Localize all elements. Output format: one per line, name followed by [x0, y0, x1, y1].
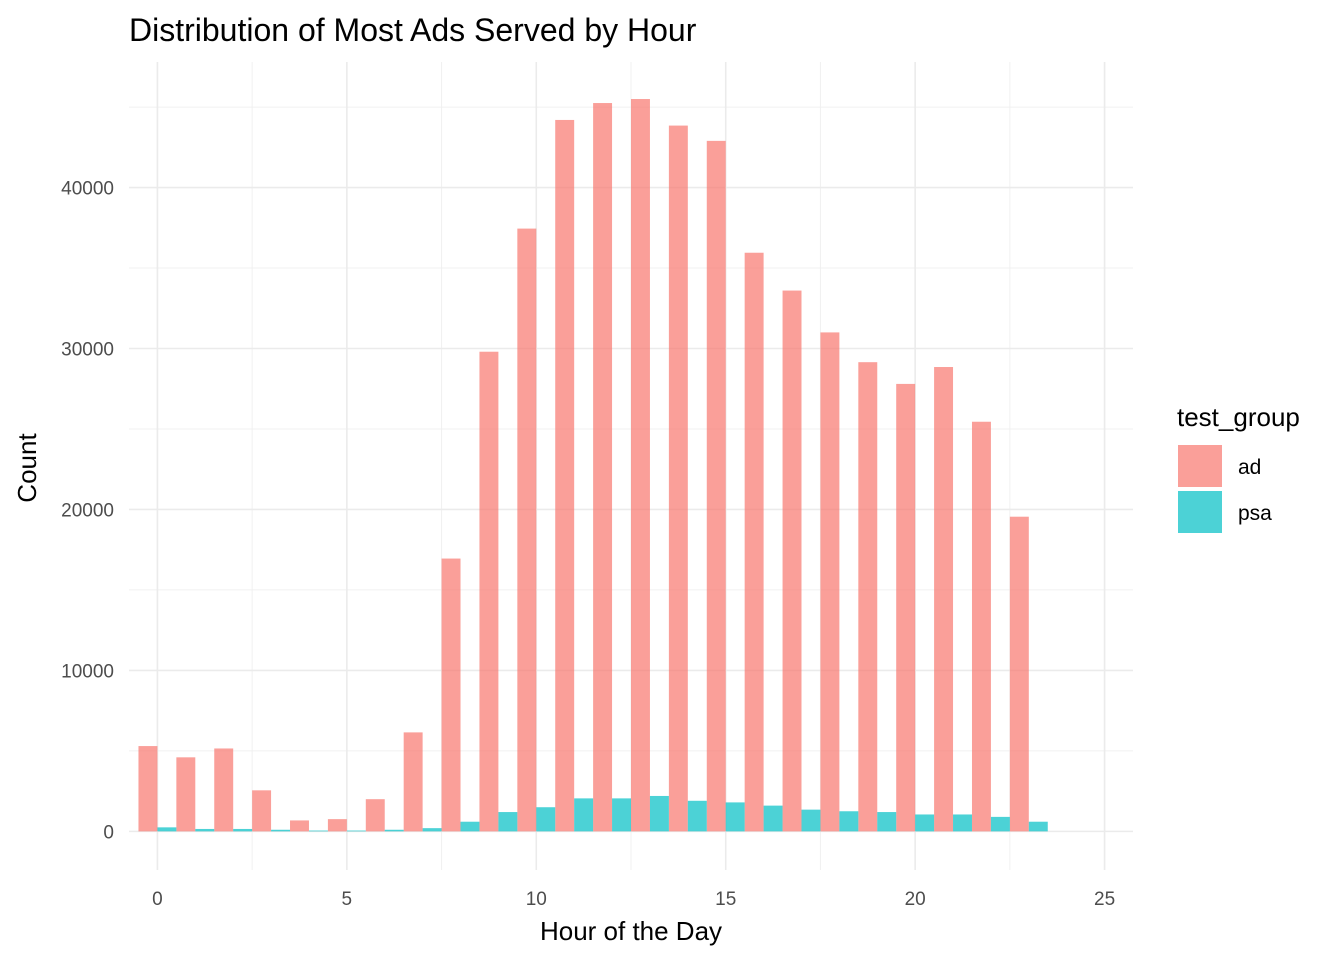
x-tick-label: 10: [526, 889, 547, 910]
bar-ad-hour-5: [327, 819, 347, 832]
bar-psa-hour-1: [195, 828, 215, 832]
bar-ad-hour-0: [138, 746, 158, 832]
bar-psa-hour-17: [801, 809, 821, 832]
bar-psa-hour-22: [990, 816, 1010, 832]
bar-psa-hour-6: [384, 829, 404, 832]
bar-ad-hour-2: [214, 748, 234, 832]
bar-psa-hour-15: [725, 802, 745, 832]
x-tick-label: 25: [1094, 889, 1115, 910]
bar-psa-hour-20: [915, 814, 935, 832]
bar-ad-hour-9: [479, 351, 499, 832]
bar-psa-hour-21: [953, 814, 972, 832]
bar-psa-hour-14: [687, 800, 707, 832]
bar-ad-hour-19: [858, 362, 878, 832]
bar-ad-hour-21: [934, 367, 954, 832]
bar-psa-hour-10: [536, 807, 556, 832]
bar-psa-hour-13: [649, 795, 669, 832]
y-tick-label: 30000: [61, 340, 114, 361]
legend-title: test_group: [1177, 402, 1300, 432]
legend-label-ad: ad: [1238, 456, 1261, 479]
bar-ad-hour-14: [668, 125, 688, 832]
bar-psa-hour-16: [763, 805, 783, 832]
bar-ad-hour-15: [706, 140, 726, 832]
y-tick-label: 40000: [61, 179, 114, 200]
bar-psa-hour-8: [460, 821, 480, 832]
y-tick-label: 20000: [61, 500, 114, 521]
y-tick-label: 10000: [61, 661, 114, 682]
legend-label-psa: psa: [1238, 502, 1272, 525]
bar-ad-hour-4: [290, 820, 309, 832]
chart-title: Distribution of Most Ads Served by Hour: [129, 12, 697, 48]
y-tick-label: 0: [103, 822, 114, 843]
bar-psa-hour-19: [877, 812, 897, 832]
legend-key-psa: [1178, 491, 1222, 533]
bar-psa-hour-11: [574, 798, 594, 832]
bar-ad-hour-8: [441, 558, 461, 832]
x-tick-label: 5: [342, 889, 353, 910]
x-tick-label: 0: [152, 889, 163, 910]
tick-labels: 0 5 10 15 20 25 0 10000 20000 30000 40000: [61, 179, 1115, 910]
bar-psa-hour-7: [422, 828, 442, 832]
bar-psa-hour-23: [1028, 821, 1048, 832]
bar-psa-hour-5: [346, 830, 366, 832]
bar-ad-hour-18: [820, 332, 840, 832]
bar-psa-hour-0: [157, 827, 177, 832]
x-tick-label: 20: [905, 889, 926, 910]
x-tick-label: 15: [715, 889, 736, 910]
x-axis-title: Hour of the Day: [540, 916, 722, 946]
bar-ad-hour-7: [403, 732, 423, 832]
bar-ad-hour-17: [782, 290, 802, 832]
legend-items: ad psa: [1178, 445, 1272, 533]
legend-key-ad: [1178, 445, 1222, 487]
bar-psa-hour-9: [498, 812, 518, 832]
bar-ad-hour-20: [896, 383, 916, 832]
bar-ad-hour-1: [176, 757, 196, 832]
bar-ad-hour-22: [971, 421, 991, 832]
bar-psa-hour-3: [271, 829, 291, 832]
bar-ad-hour-10: [517, 228, 537, 832]
bar-psa-hour-2: [233, 828, 253, 832]
legend: test_group ad psa: [1177, 402, 1300, 533]
bars-layer: [138, 99, 1048, 832]
bar-ad-hour-23: [1009, 516, 1029, 832]
bar-ad-hour-13: [631, 99, 650, 832]
bar-psa-hour-4: [308, 830, 328, 832]
bar-ad-hour-3: [252, 790, 272, 832]
bar-ad-hour-11: [555, 119, 575, 832]
bar-psa-hour-12: [612, 798, 631, 832]
bar-ad-hour-6: [365, 799, 385, 832]
bar-psa-hour-18: [839, 811, 859, 832]
bar-ad-hour-12: [593, 103, 613, 832]
bar-ad-hour-16: [744, 252, 764, 832]
y-axis-title: Count: [12, 433, 42, 503]
